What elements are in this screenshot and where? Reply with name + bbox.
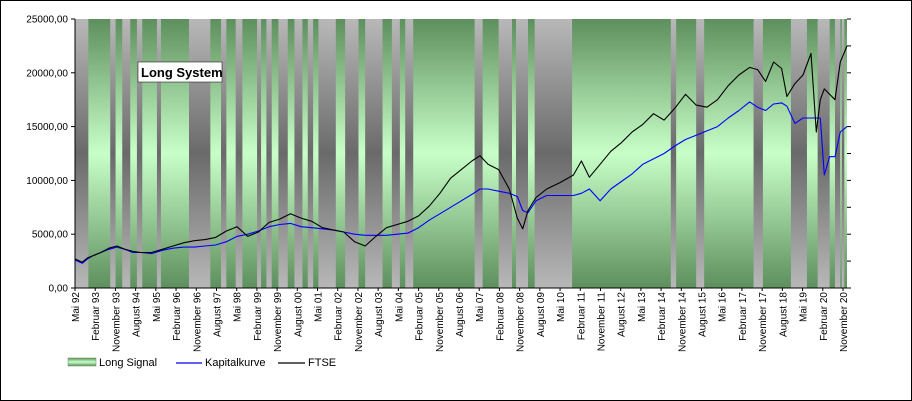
x-tick-label: November 20 [839, 292, 850, 352]
off-signal-band [498, 19, 512, 288]
off-signal-band [515, 19, 529, 288]
off-signal-band [221, 19, 227, 288]
x-tick-label: Februar 08 [495, 292, 506, 341]
x-tick-label: Mai 16 [718, 292, 729, 322]
off-signal-band [817, 19, 830, 288]
off-signal-band [235, 19, 243, 288]
x-tick-label: November 96 [192, 292, 203, 352]
legend-label-kapitalkurve: Kapitalkurve [205, 357, 266, 369]
legend-swatch-long-signal [67, 357, 97, 367]
x-tick-label: Mai 04 [394, 292, 405, 322]
y-tick-label: 20000,00 [26, 68, 68, 79]
legend-label-ftse: FTSE [308, 357, 336, 369]
x-tick-label: November 11 [596, 292, 607, 352]
x-tick-label: Mai 95 [152, 292, 163, 322]
off-signal-band [405, 19, 414, 288]
x-tick-label: Februar 11 [576, 292, 587, 341]
x-tick-label: August 09 [536, 292, 547, 337]
off-signal-band [294, 19, 303, 288]
x-tick-label: August 15 [698, 292, 709, 337]
x-tick-label: Februar 17 [738, 292, 749, 341]
x-tick-label: November 02 [354, 292, 365, 352]
x-tick-label: November 05 [435, 292, 446, 352]
x-tick-label: August 03 [374, 292, 385, 337]
x-tick-label: November 08 [516, 292, 527, 352]
off-signal-band [188, 19, 211, 288]
x-tick-label: Mai 07 [475, 292, 486, 322]
off-signal-band [365, 19, 383, 288]
x-tick-label: August 06 [455, 292, 466, 337]
x-tick-label: August 12 [617, 292, 628, 337]
off-signal-band [834, 19, 841, 288]
off-signal-band [841, 19, 845, 288]
y-tick-label: 0,00 [49, 284, 69, 295]
y-tick-label: 5000,00 [32, 230, 69, 241]
off-signal-band [534, 19, 573, 288]
x-tick-label: Mai 98 [233, 292, 244, 322]
off-signal-band [670, 19, 677, 288]
x-tick-label: Mai 10 [556, 292, 567, 322]
chart-title: Long System [141, 65, 223, 80]
x-tick-label: November 99 [273, 292, 284, 352]
x-tick-label: August 00 [293, 292, 304, 337]
legend-label-long-signal: Long Signal [99, 357, 157, 369]
off-signal-band [790, 19, 807, 288]
off-signal-band [307, 19, 314, 288]
off-signal-band [753, 19, 763, 288]
x-tick-label: Februar 14 [657, 292, 668, 341]
off-signal-band [318, 19, 336, 288]
x-tick-label: November 93 [111, 292, 122, 352]
off-signal-band [110, 19, 116, 288]
y-tick-label: 15000,00 [26, 122, 68, 133]
off-signal-band [156, 19, 161, 288]
series-line-ftse [74, 45, 848, 263]
off-signal-band [391, 19, 400, 288]
off-signal-band [345, 19, 359, 288]
x-tick-label: Februar 99 [253, 292, 264, 341]
off-signal-band [75, 19, 89, 288]
x-tick-label: November 17 [758, 292, 769, 352]
x-tick-label: Mai 13 [637, 292, 648, 322]
title-box [137, 61, 223, 83]
x-tick-label: Februar 96 [172, 292, 183, 341]
off-signal-band [122, 19, 131, 288]
x-tick-label: Mai 19 [799, 292, 810, 322]
x-tick-label: August 97 [212, 292, 223, 337]
x-tick-label: August 94 [132, 292, 143, 337]
x-tick-label: November 14 [677, 292, 688, 352]
x-tick-label: Februar 93 [91, 292, 102, 341]
off-signal-band [257, 19, 262, 288]
y-tick-label: 10000,00 [26, 176, 68, 187]
x-tick-label: Mai 92 [71, 292, 82, 322]
off-signal-band [136, 19, 143, 288]
x-tick-label: August 18 [778, 292, 789, 337]
off-signal-band [266, 19, 272, 288]
x-tick-label: Februar 05 [415, 292, 426, 341]
x-tick-label: Mai 01 [314, 292, 325, 322]
x-tick-label: Februar 02 [334, 292, 345, 341]
off-signal-band [278, 19, 288, 288]
series-line-kapitalkurve [74, 101, 848, 264]
off-signal-band [696, 19, 705, 288]
x-tick-label: Februar 20 [819, 292, 830, 341]
y-tick-label: 25000,00 [26, 15, 68, 26]
off-signal-band [474, 19, 483, 288]
